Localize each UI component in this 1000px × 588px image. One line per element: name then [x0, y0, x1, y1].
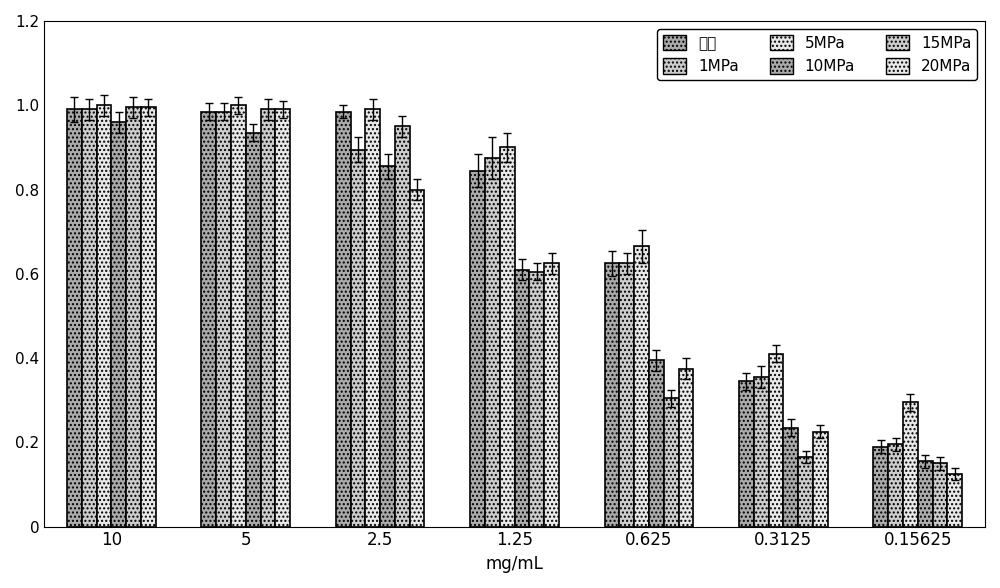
Bar	[888, 445, 903, 527]
Bar	[813, 432, 828, 527]
Bar	[664, 398, 679, 527]
Bar	[634, 246, 649, 527]
Bar	[82, 109, 97, 527]
Bar	[470, 171, 485, 527]
Bar	[67, 109, 82, 527]
Bar	[605, 263, 619, 527]
Bar	[903, 402, 918, 527]
Bar	[351, 149, 365, 527]
Bar	[261, 109, 275, 527]
Bar	[500, 148, 515, 527]
Bar	[798, 457, 813, 527]
Bar	[619, 263, 634, 527]
Bar	[485, 158, 500, 527]
Bar	[410, 189, 424, 527]
Bar	[380, 166, 395, 527]
Bar	[769, 354, 783, 527]
Bar	[739, 381, 754, 527]
Bar	[649, 360, 664, 527]
Bar	[918, 461, 933, 527]
Bar	[336, 112, 351, 527]
X-axis label: mg/mL: mg/mL	[486, 555, 543, 573]
Bar	[111, 122, 126, 527]
Bar	[544, 263, 559, 527]
Bar	[933, 463, 947, 527]
Bar	[97, 105, 111, 527]
Bar	[141, 108, 156, 527]
Bar	[754, 377, 769, 527]
Bar	[515, 269, 529, 527]
Bar	[365, 109, 380, 527]
Bar	[275, 109, 290, 527]
Bar	[246, 133, 261, 527]
Bar	[679, 369, 693, 527]
Bar	[947, 474, 962, 527]
Bar	[231, 105, 246, 527]
Bar	[873, 446, 888, 527]
Bar	[201, 112, 216, 527]
Bar	[216, 112, 231, 527]
Bar	[126, 108, 141, 527]
Bar	[783, 427, 798, 527]
Bar	[395, 126, 410, 527]
Legend: 传统, 1MPa, 5MPa, 10MPa, 15MPa, 20MPa: 传统, 1MPa, 5MPa, 10MPa, 15MPa, 20MPa	[657, 29, 977, 81]
Bar	[529, 272, 544, 527]
